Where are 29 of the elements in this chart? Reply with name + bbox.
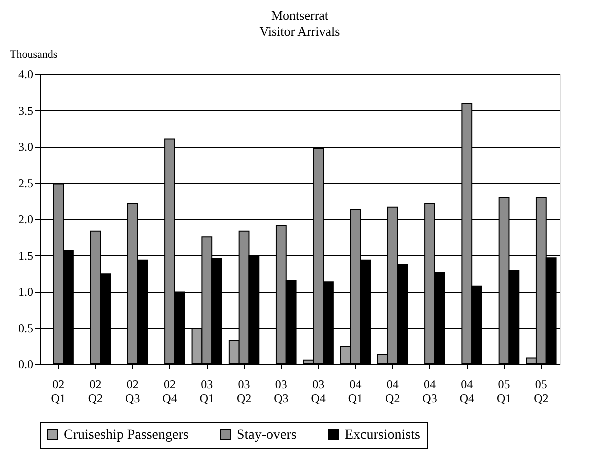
y-tick-label: 3.5 — [18, 104, 34, 118]
x-tick-label: 04 Q1 — [348, 378, 364, 406]
chart-title: Montserrat — [271, 8, 329, 23]
x-tick-label: 03 Q3 — [274, 378, 289, 406]
x-tick-label: 04 Q3 — [422, 378, 438, 406]
chart-subtitle: Visitor Arrivals — [260, 24, 340, 39]
y-tick-label: 1.5 — [18, 248, 34, 263]
y-tick-label: 2.5 — [18, 176, 34, 190]
legend-label: Excursionists — [345, 428, 420, 443]
x-tick-label: 04 Q4 — [460, 378, 474, 406]
x-tick-label: 04 Q2 — [386, 378, 400, 406]
y-tick-label: 0.0 — [18, 358, 34, 372]
x-tick-label: 03 Q4 — [311, 378, 326, 406]
y-tick-label: 0.5 — [18, 321, 34, 336]
x-tick-label: 03 Q1 — [200, 378, 214, 406]
legend-label: Cruiseship Passengers — [64, 428, 189, 443]
x-tick-label: 02 Q3 — [126, 378, 140, 406]
y-tick-label: 4.0 — [18, 68, 34, 82]
x-tick-label: 02 Q2 — [88, 378, 104, 406]
x-tick-label: 02 Q1 — [51, 378, 66, 406]
x-tick-label: 05 Q1 — [496, 378, 512, 406]
x-tick-label: 02 Q4 — [162, 378, 178, 406]
y-tick-label: 1.0 — [18, 285, 34, 299]
legend-label: Stay-overs — [237, 428, 297, 443]
y-tick-label: 2.0 — [18, 212, 34, 226]
y-tick-label: 3.0 — [18, 140, 34, 154]
y-axis-title: Thousands — [10, 49, 58, 61]
x-tick-label: 05 Q2 — [534, 378, 549, 406]
x-tick-label: 03 Q2 — [236, 378, 252, 406]
